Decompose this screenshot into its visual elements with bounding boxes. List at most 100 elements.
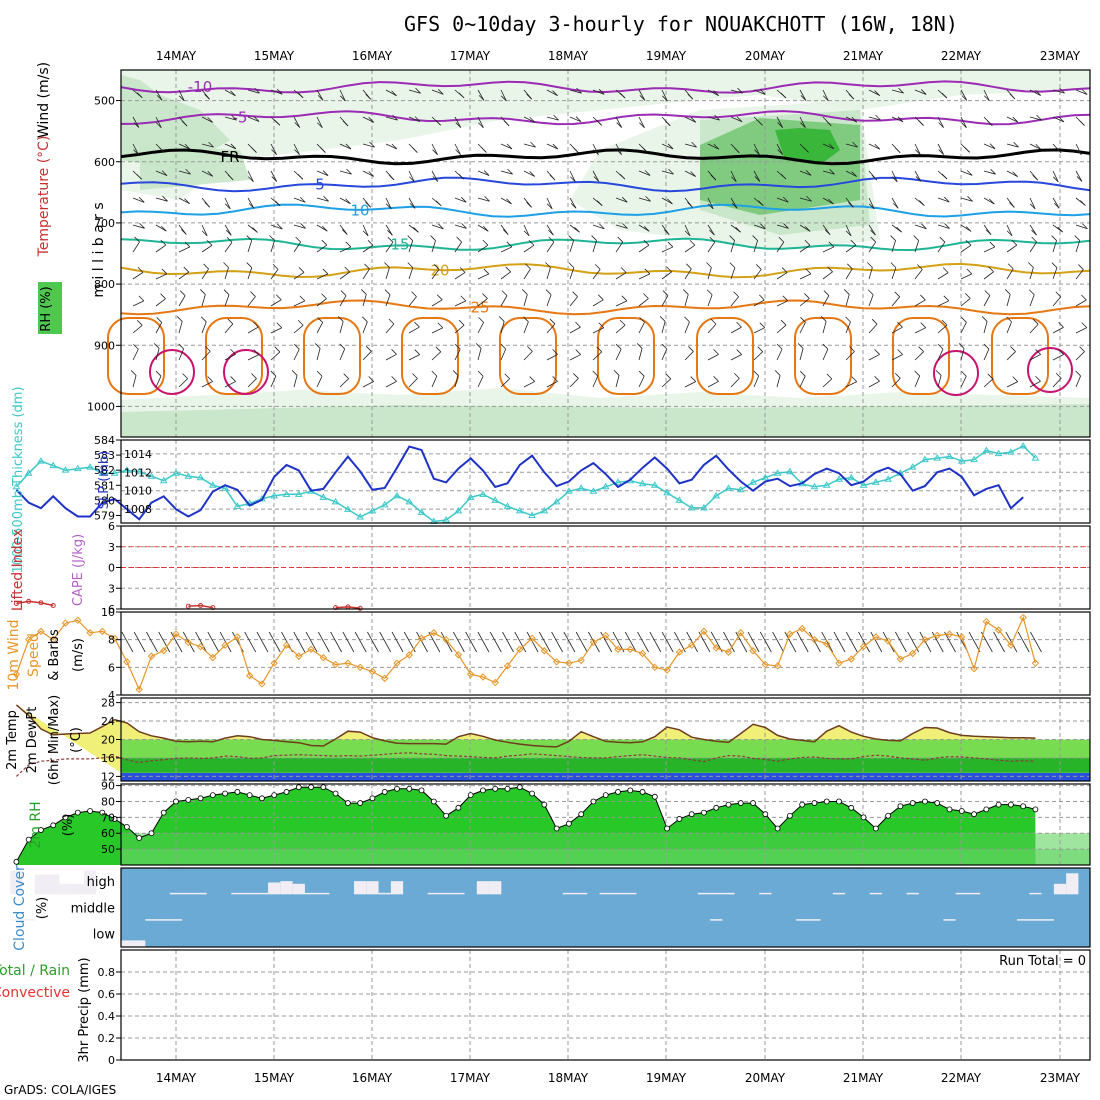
wind-barb: [914, 143, 921, 155]
wind-barb: [546, 294, 552, 307]
surface-wind-barb: [710, 631, 723, 653]
wind-barb: [274, 119, 281, 126]
wind-barb: [805, 268, 812, 275]
rh-marker: [922, 798, 928, 805]
wind-barb: [184, 143, 191, 150]
wind-barb: [133, 149, 139, 155]
rh-marker: [934, 800, 941, 806]
wind-barb: [638, 116, 645, 128]
date-label-bottom: 22MAY: [941, 1071, 982, 1085]
wind-speed-marker: [393, 659, 401, 667]
wind-barb: [270, 299, 282, 307]
wind-barb: [1058, 321, 1064, 328]
wind-barb: [964, 147, 970, 153]
wind-barb: [891, 116, 904, 123]
wind-barb: [1029, 89, 1041, 96]
wind-barb: [639, 95, 646, 101]
wind-speed-marker: [577, 656, 585, 665]
wind-barb: [667, 198, 673, 205]
wind-barb: [891, 170, 898, 182]
thickness-marker: [393, 491, 401, 499]
thickness-marker: [233, 502, 242, 509]
wind-barb: [274, 346, 281, 353]
surface-wind-barb: [796, 631, 809, 653]
wind-barb: [983, 321, 988, 334]
wind-barb: [437, 322, 444, 329]
wind-barb: [204, 345, 211, 352]
rh-marker: [283, 789, 290, 795]
wind-barb: [184, 198, 190, 204]
wind-barb: [867, 289, 874, 296]
wind-barb: [960, 170, 973, 176]
rh-marker: [909, 800, 916, 806]
wind-barb: [960, 197, 973, 202]
wind-barb: [757, 120, 763, 126]
wind-barb: [369, 141, 375, 148]
wind-barb: [1082, 223, 1088, 230]
rh-marker: [271, 792, 278, 799]
surface-wind-barb: [661, 631, 674, 653]
cloud-bar-high: [317, 892, 330, 895]
rh-marker: [443, 812, 450, 819]
wind-barb: [1079, 346, 1085, 352]
page-title: GFS 0~10day 3-hourly for NOUAKCHOTT (16W…: [404, 12, 958, 36]
thickness-marker: [847, 473, 856, 481]
isotherm-30-loop: [1027, 347, 1073, 393]
wind-barb: [316, 370, 323, 377]
date-label-bottom: 16MAY: [352, 1071, 393, 1085]
wind-barb: [546, 197, 553, 209]
wind-barb: [178, 170, 191, 175]
wind-barb: [805, 170, 812, 176]
wind-barb: [133, 122, 140, 128]
wind-panel-frame: [120, 611, 1091, 696]
wind-speed-marker: [417, 634, 426, 642]
wind-tick-label: 4: [108, 689, 115, 702]
wind-speed-marker: [552, 658, 561, 666]
wind-barb: [223, 262, 229, 268]
temp-fill-low: [121, 757, 1090, 773]
wind-speed-marker: [503, 662, 512, 670]
surface-wind-barb: [195, 631, 207, 653]
wind-barb: [385, 267, 390, 280]
cloud-bar-high: [47, 874, 60, 895]
wind-speed-marker: [958, 633, 966, 641]
wind-speed-marker: [884, 637, 892, 645]
wind-barb: [937, 224, 950, 229]
wind-barb: [178, 271, 190, 280]
slp-tick-label: 1014: [124, 448, 152, 461]
wind-barb: [408, 89, 421, 94]
wind-barb: [806, 195, 812, 202]
wind-barb: [552, 349, 558, 355]
date-label-top: 21MAY: [843, 49, 884, 63]
wind-barb: [867, 262, 873, 268]
wind-barb: [1052, 296, 1062, 307]
date-label-bottom: 14MAY: [156, 1071, 197, 1085]
wind-barb: [828, 198, 834, 205]
rh-marker: [946, 806, 953, 813]
rh-marker: [25, 836, 32, 843]
cloud-bar-low: [133, 940, 146, 947]
rh-marker: [737, 800, 744, 806]
surface-wind-barb: [146, 631, 158, 653]
thickness-marker: [442, 516, 450, 523]
cloud-bar-middle: [1041, 919, 1054, 921]
wind-barb: [1032, 174, 1039, 181]
rh-shading: [775, 128, 840, 165]
wind-barb: [156, 122, 162, 129]
wind-barb: [523, 316, 529, 323]
wind-barb: [253, 321, 259, 328]
surface-wind-barb: [870, 631, 883, 653]
wind-barb: [431, 89, 444, 95]
wind-barb: [1055, 372, 1062, 379]
wind-speed-marker: [454, 651, 463, 659]
pressure-tick-label: 800: [94, 278, 115, 291]
wind-barb: [639, 317, 645, 323]
wind-barb: [412, 147, 418, 153]
isotherm-30-loop: [223, 349, 269, 395]
temp-axis-label-1: 2m Temp: [5, 710, 20, 770]
wind-speed-marker: [945, 630, 954, 638]
wind-barb: [914, 327, 926, 334]
wind-barb: [713, 376, 719, 382]
